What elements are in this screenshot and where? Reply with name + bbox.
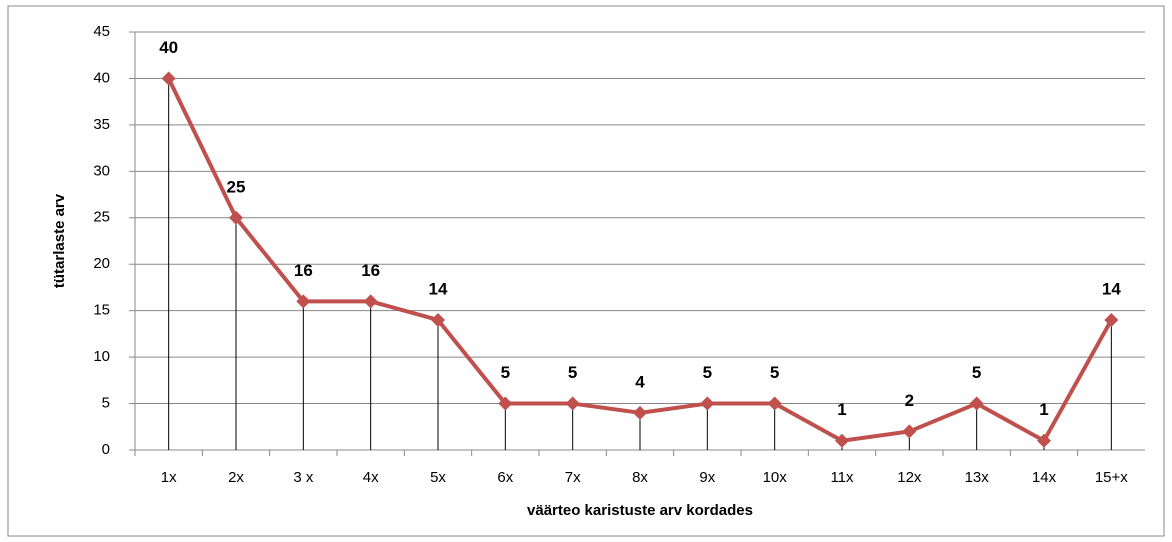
y-tick-label: 40 <box>93 69 110 86</box>
data-label: 5 <box>972 363 981 382</box>
marker <box>229 210 243 225</box>
marker <box>363 294 378 309</box>
data-label: 5 <box>770 363 779 382</box>
y-tick-label: 15 <box>93 302 110 319</box>
y-tick-label: 25 <box>93 209 110 226</box>
x-tick-label: 9x <box>699 469 715 486</box>
x-tick-label: 8x <box>632 469 648 486</box>
data-label: 5 <box>568 363 577 382</box>
data-label: 25 <box>227 177 246 196</box>
y-tick-label: 35 <box>93 116 110 133</box>
y-tick-label: 5 <box>102 395 110 412</box>
data-label: 1 <box>837 400 846 419</box>
marker <box>296 294 311 309</box>
y-tick-label: 20 <box>93 255 110 272</box>
data-label: 16 <box>361 261 380 280</box>
marker <box>633 405 647 420</box>
x-tick-label: 12x <box>897 469 922 486</box>
data-label: 4 <box>635 372 645 391</box>
y-tick-label: 10 <box>93 348 110 365</box>
data-label: 16 <box>294 261 313 280</box>
marker <box>498 396 513 411</box>
data-label: 1 <box>1039 400 1048 419</box>
data-label: 2 <box>905 391 914 410</box>
x-tick-label: 10x <box>763 469 788 486</box>
x-tick-label: 5x <box>430 469 446 486</box>
marker <box>902 424 917 439</box>
x-tick-label: 7x <box>565 469 581 486</box>
data-label: 14 <box>1102 279 1121 298</box>
x-axis-title: väärteo karistuste arv kordades <box>527 502 753 519</box>
data-label: 14 <box>429 279 448 298</box>
data-label: 5 <box>501 363 510 382</box>
chart-frame <box>7 5 1165 537</box>
x-tick-label: 3 x <box>293 469 314 486</box>
marker <box>700 396 715 411</box>
x-tick-label: 1x <box>161 469 177 486</box>
x-tick-label: 13x <box>965 469 990 486</box>
marker <box>767 396 782 411</box>
marker <box>969 396 984 411</box>
x-tick-label: 2x <box>228 469 244 486</box>
marker <box>1037 433 1051 448</box>
data-label: 5 <box>703 363 712 382</box>
data-label: 40 <box>159 38 178 57</box>
marker <box>835 433 849 448</box>
y-tick-label: 30 <box>93 162 110 179</box>
marker <box>565 396 580 411</box>
x-tick-label: 15+x <box>1095 469 1128 486</box>
x-tick-label: 11x <box>830 469 854 486</box>
marker <box>161 71 176 86</box>
marker <box>1104 312 1119 327</box>
x-tick-label: 4x <box>363 469 379 486</box>
x-tick-label: 14x <box>1032 469 1057 486</box>
y-tick-label: 45 <box>93 23 110 40</box>
y-axis-title: tütarlaste arv <box>51 193 68 288</box>
x-tick-label: 6x <box>497 469 513 486</box>
y-tick-label: 0 <box>102 441 110 458</box>
marker <box>431 312 445 327</box>
